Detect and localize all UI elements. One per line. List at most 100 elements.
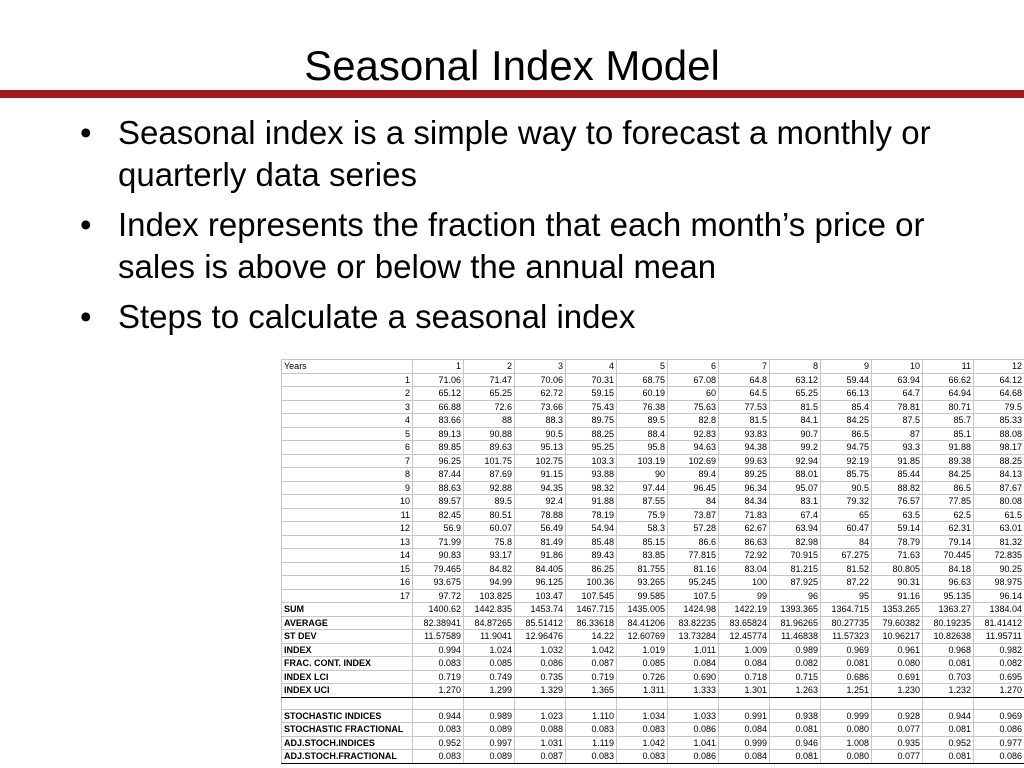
cell-value: 92.88	[463, 480, 515, 495]
table-row: 16 93.675 94.99 96.125 100.36 93.265 95.245 100…	[281, 575, 1024, 590]
cell-value: 59.15	[565, 386, 617, 401]
cell-value: 0.686	[820, 669, 872, 684]
table-row: 12 56.9 60.07 56.49 54.94 58.3 57.28 62.67 63.94…	[281, 521, 1024, 536]
empty-cell	[973, 696, 1024, 710]
cell-value: 0.969	[820, 642, 872, 657]
cell-value: 71.99	[412, 534, 464, 549]
cell-value: 83.66	[412, 413, 464, 428]
cell-value: 1.232	[922, 683, 974, 698]
cell-value: 1.011	[667, 642, 719, 657]
summary-row: INDEX UCI 1.270 1.299 1.329 1.365 1.311 1.333 1…	[281, 683, 1024, 698]
cell-value: 84.25	[922, 467, 974, 482]
cell-value: 70.06	[514, 372, 566, 387]
cell-value: 64.94	[922, 386, 974, 401]
cell-value: 93.675	[412, 575, 464, 590]
cell-value: 80.71	[922, 399, 974, 414]
cell-value: 89.4	[667, 467, 719, 482]
cell-value: 81.215	[769, 561, 821, 576]
cell-value: 12.45774	[718, 629, 770, 644]
cell-value: 1.301	[718, 683, 770, 698]
row-label: 5	[281, 426, 413, 441]
cell-value: 94.63	[667, 440, 719, 455]
cell-value: 90	[616, 467, 668, 482]
cell-value: 86.6	[667, 534, 719, 549]
cell-value: 1.042	[565, 642, 617, 657]
cell-value: 77.53	[718, 399, 770, 414]
cell-value: 95.135	[922, 588, 974, 603]
cell-value: 88.25	[973, 453, 1024, 468]
cell-value: 95	[820, 588, 872, 603]
cell-value: 78.79	[871, 534, 923, 549]
cell-value: 75.8	[463, 534, 515, 549]
table-row: 1 71.06 71.47 70.06 70.31 68.75 67.08 64.8 63.12…	[281, 372, 1024, 387]
cell-value: 56.49	[514, 521, 566, 536]
cell-value: 1.041	[667, 735, 719, 750]
cell-value: 1.311	[616, 683, 668, 698]
cell-value: 92.83	[667, 426, 719, 441]
cell-value: 84.13	[973, 467, 1024, 482]
cell-value: 1.270	[412, 683, 464, 698]
cell-value: 95.07	[769, 480, 821, 495]
cell-value: 85.51412	[514, 615, 566, 630]
cell-value: 95.25	[565, 440, 617, 455]
cell-value: 12.96476	[514, 629, 566, 644]
cell-value: 0.081	[922, 749, 974, 764]
cell-value: 1424.98	[667, 602, 719, 617]
empty-cell	[769, 696, 821, 710]
cell-value: 79.60382	[871, 615, 923, 630]
cell-value: 93.3	[871, 440, 923, 455]
row-label: INDEX LCI	[281, 669, 413, 684]
cell-value: 0.086	[973, 749, 1024, 764]
row-label: 10	[281, 494, 413, 509]
cell-value: 80.08	[973, 494, 1024, 509]
cell-value: 96.45	[667, 480, 719, 495]
cell-value: 0.089	[463, 749, 515, 764]
cell-value: 89.43	[565, 548, 617, 563]
cell-value: 79.5	[973, 399, 1024, 414]
cell-value: 85.48	[565, 534, 617, 549]
table-row: 13 71.99 75.8 81.49 85.48 85.15 86.6 86.63 82.98…	[281, 534, 1024, 549]
cell-value: 0.088	[514, 722, 566, 737]
cell-value: 78.88	[514, 507, 566, 522]
cell-value: 79.32	[820, 494, 872, 509]
cell-value: 81.32	[973, 534, 1024, 549]
cell-value: 80.19235	[922, 615, 974, 630]
cell-value: 11.46838	[769, 629, 821, 644]
cell-value: 1442.835	[463, 602, 515, 617]
row-label: 2	[281, 386, 413, 401]
cell-value: 57.28	[667, 521, 719, 536]
cell-value: 11.57323	[820, 629, 872, 644]
row-label: 6	[281, 440, 413, 455]
cell-value: 0.084	[718, 749, 770, 764]
cell-value: 83.1	[769, 494, 821, 509]
bullet-dot-icon: •	[80, 206, 92, 243]
cell-value: 76.57	[871, 494, 923, 509]
cell-value: 82.38941	[412, 615, 464, 630]
cell-value: 81.16	[667, 561, 719, 576]
cell-value: 0.997	[463, 735, 515, 750]
cell-value: 11.9041	[463, 629, 515, 644]
cell-value: 0.944	[922, 708, 974, 723]
cell-value: 0.083	[412, 722, 464, 737]
cell-value: 95.13	[514, 440, 566, 455]
cell-value: 73.87	[667, 507, 719, 522]
cell-value: 0.999	[820, 708, 872, 723]
cell-value: 81.52	[820, 561, 872, 576]
cell-value: 0.086	[667, 722, 719, 737]
cell-value: 11.57589	[412, 629, 464, 644]
summary-row: SUM 1400.62 1442.835 1453.74 1467.715 1435.00…	[281, 602, 1024, 617]
stochastic-row: STOCHASTIC INDICES 0.944 0.989 1.023 1.110 1.…	[281, 708, 1024, 723]
empty-cell	[281, 696, 413, 710]
cell-value: 1.110	[565, 708, 617, 723]
bullet-dot-icon: •	[80, 298, 92, 335]
cell-value: 70.915	[769, 548, 821, 563]
table-row: 9 88.63 92.88 94.35 98.32 97.44 96.45 96.34 95.0…	[281, 480, 1024, 495]
cell-value: 63.01	[973, 521, 1024, 536]
bullet-list: • Seasonal index is a simple way to forec…	[76, 112, 1006, 346]
cell-value: 0.081	[820, 656, 872, 671]
cell-value: 97.72	[412, 588, 464, 603]
cell-value: 0.082	[769, 656, 821, 671]
cell-value: 8	[769, 359, 821, 374]
row-label: 13	[281, 534, 413, 549]
table-row: 10 89.57 89.5 92.4 91.88 87.55 84 84.34 83.1 79.3…	[281, 494, 1024, 509]
